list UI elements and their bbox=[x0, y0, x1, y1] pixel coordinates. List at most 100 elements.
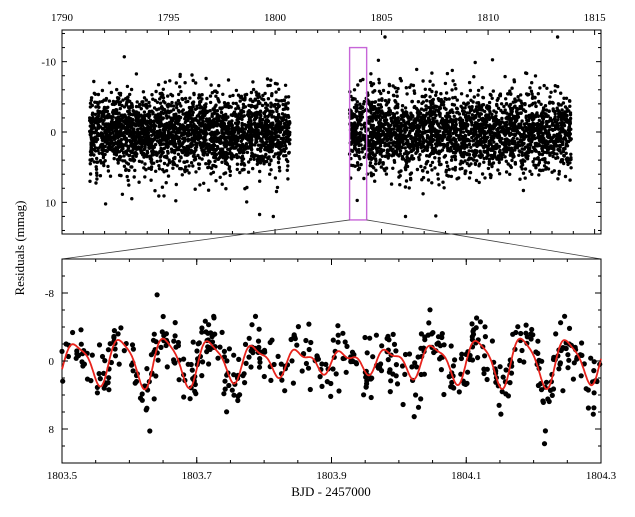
data-point bbox=[104, 109, 108, 114]
data-point bbox=[278, 127, 282, 131]
data-point bbox=[190, 113, 195, 117]
data-point bbox=[220, 182, 224, 186]
data-point bbox=[421, 120, 425, 125]
data-point bbox=[122, 164, 127, 168]
data-point bbox=[398, 127, 403, 131]
data-point bbox=[511, 116, 515, 120]
data-point bbox=[405, 155, 409, 159]
data-point bbox=[151, 97, 155, 101]
data-point bbox=[168, 123, 172, 127]
data-point bbox=[476, 93, 480, 97]
data-point bbox=[216, 97, 220, 101]
data-point bbox=[271, 214, 275, 219]
data-point bbox=[209, 132, 213, 137]
data-point bbox=[230, 152, 234, 156]
data-point bbox=[514, 126, 519, 130]
data-point bbox=[467, 152, 472, 157]
data-point bbox=[130, 165, 134, 169]
data-point bbox=[359, 127, 364, 131]
data-point bbox=[502, 143, 506, 147]
data-point bbox=[285, 168, 289, 172]
data-point bbox=[286, 135, 290, 140]
data-point bbox=[358, 102, 362, 106]
data-point bbox=[254, 90, 258, 94]
data-point bbox=[98, 145, 103, 149]
data-point bbox=[401, 111, 406, 115]
data-point bbox=[262, 162, 266, 166]
data-point bbox=[275, 109, 279, 114]
data-point bbox=[172, 104, 176, 108]
data-point bbox=[532, 163, 536, 167]
data-point bbox=[169, 147, 174, 151]
data-point bbox=[158, 97, 162, 101]
data-point bbox=[415, 67, 419, 72]
data-point bbox=[423, 166, 427, 170]
data-point bbox=[233, 140, 237, 145]
data-point bbox=[367, 148, 371, 152]
data-point bbox=[397, 125, 401, 129]
data-point bbox=[126, 129, 130, 134]
data-point bbox=[483, 176, 487, 180]
data-point bbox=[357, 166, 362, 170]
data-point bbox=[394, 117, 399, 121]
data-point bbox=[392, 93, 396, 98]
data-point bbox=[371, 124, 375, 129]
data-point bbox=[260, 103, 265, 108]
data-point bbox=[444, 170, 448, 174]
data-point bbox=[286, 177, 290, 181]
data-point bbox=[521, 108, 526, 112]
data-point bbox=[203, 103, 207, 108]
data-point bbox=[91, 139, 95, 143]
data-point bbox=[546, 120, 550, 124]
data-point bbox=[158, 118, 163, 122]
data-point bbox=[103, 116, 108, 120]
data-point bbox=[147, 100, 151, 105]
data-point bbox=[128, 111, 132, 116]
data-point bbox=[564, 96, 569, 101]
data-point bbox=[255, 154, 260, 158]
data-point bbox=[93, 146, 98, 150]
data-point bbox=[213, 130, 217, 134]
data-point bbox=[175, 146, 179, 150]
data-point bbox=[427, 129, 431, 133]
data-point bbox=[370, 119, 374, 123]
data-point bbox=[108, 144, 112, 148]
data-point bbox=[251, 166, 255, 171]
data-point bbox=[100, 138, 105, 142]
data-point bbox=[173, 156, 177, 161]
data-point bbox=[541, 168, 545, 172]
data-point bbox=[119, 113, 123, 118]
data-point bbox=[263, 114, 268, 119]
data-point bbox=[429, 163, 433, 168]
data-point bbox=[174, 182, 178, 187]
data-point bbox=[172, 139, 176, 143]
data-point bbox=[185, 144, 189, 149]
data-point bbox=[445, 173, 449, 177]
data-point bbox=[215, 109, 220, 113]
data-point bbox=[408, 146, 412, 150]
data-point bbox=[407, 151, 411, 155]
data-point bbox=[162, 161, 167, 166]
data-point bbox=[553, 109, 557, 114]
data-point bbox=[379, 165, 383, 169]
data-point bbox=[380, 154, 384, 158]
data-point bbox=[510, 109, 514, 114]
data-point bbox=[105, 136, 109, 140]
data-point bbox=[145, 151, 150, 155]
data-point bbox=[168, 79, 172, 83]
data-point bbox=[112, 142, 116, 147]
data-point bbox=[538, 168, 542, 172]
data-point bbox=[497, 131, 501, 135]
data-point bbox=[276, 142, 281, 146]
data-point bbox=[215, 139, 220, 143]
data-point bbox=[387, 82, 391, 87]
data-point bbox=[261, 125, 265, 130]
data-point bbox=[94, 139, 98, 144]
data-point bbox=[161, 127, 166, 132]
data-point bbox=[504, 170, 509, 174]
data-point bbox=[490, 126, 494, 131]
data-point bbox=[198, 106, 203, 110]
data-point bbox=[487, 139, 491, 144]
data-point bbox=[167, 134, 172, 138]
data-point bbox=[471, 153, 476, 157]
